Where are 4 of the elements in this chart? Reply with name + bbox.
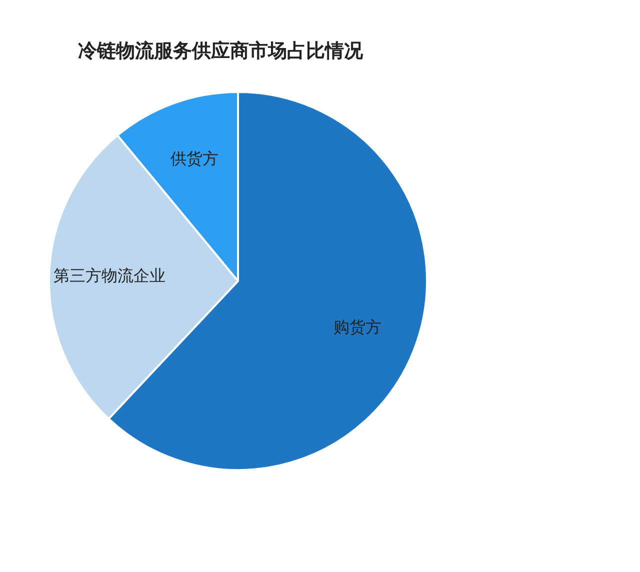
chart-title: 冷链物流服务供应商市场占比情况	[78, 39, 363, 64]
slice-label: 供货方	[170, 149, 218, 168]
slice-label: 购货方	[333, 317, 382, 336]
slice-label: 第三方物流企业	[54, 266, 166, 286]
